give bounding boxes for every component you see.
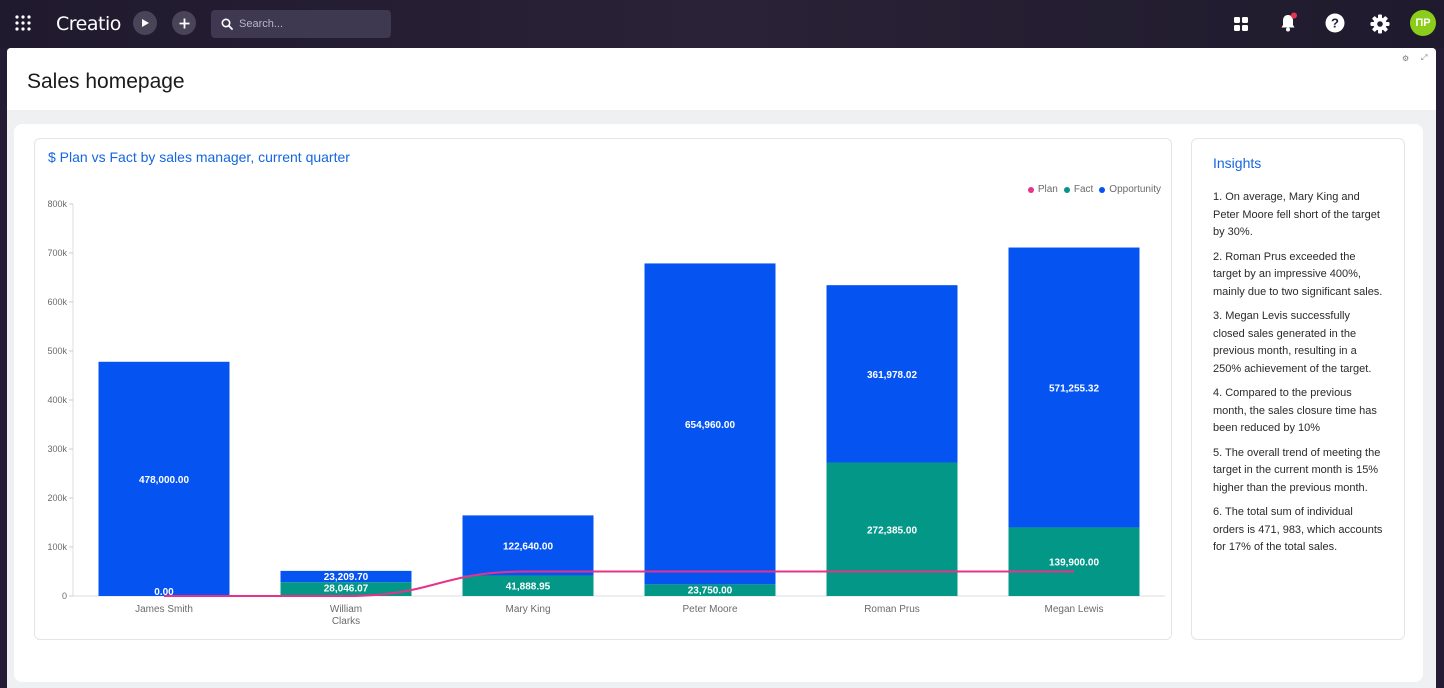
x-tick-label: Roman Prus <box>864 604 920 615</box>
legend-swatch-opportunity <box>1099 186 1106 193</box>
top-navigation-bar: Creatio ? <box>0 0 1444 48</box>
expand-icon[interactable]: ⤢ <box>1421 53 1428 62</box>
chart-legend: Plan Fact Opportunity <box>1027 184 1161 195</box>
legend-label-plan: Plan <box>1037 184 1058 195</box>
insight-item: 6. The total sum of individual orders is… <box>1213 506 1383 553</box>
legend-swatch-plan <box>1027 186 1034 193</box>
creatio-logo[interactable]: Creatio <box>56 13 121 35</box>
bar-fact[interactable] <box>644 584 776 596</box>
settings-button[interactable] <box>1368 12 1392 36</box>
data-label-fact: 28,046.07 <box>324 583 369 594</box>
data-label-fact: 0.00 <box>154 587 174 598</box>
y-tick-label: 500k <box>47 346 67 356</box>
y-tick-label: 700k <box>47 248 67 258</box>
help-button[interactable]: ? <box>1324 12 1346 34</box>
data-label-opportunity: 23,209.70 <box>324 572 369 583</box>
gear-icon <box>1370 14 1390 34</box>
search-input[interactable] <box>239 18 379 30</box>
data-label-fact: 139,900.00 <box>1049 558 1099 569</box>
help-icon: ? <box>1325 13 1345 33</box>
bar-opportunity[interactable] <box>462 515 594 576</box>
y-tick-label: 100k <box>47 542 67 552</box>
bar-opportunity[interactable] <box>644 263 776 585</box>
svg-text:?: ? <box>1331 16 1339 31</box>
insight-item: 4. Compared to the previous month, the s… <box>1213 387 1377 434</box>
insight-item: 5. The overall trend of meeting the targ… <box>1213 446 1381 494</box>
run-process-button[interactable] <box>133 11 157 35</box>
bar-opportunity[interactable] <box>826 285 958 463</box>
bar-fact[interactable] <box>280 582 412 596</box>
plan-line[interactable] <box>163 570 1074 597</box>
data-label-opportunity: 361,978.02 <box>867 370 917 381</box>
search-icon <box>221 18 233 30</box>
stacked-bar-chart: 0 100k 200k 300k 400k 500k 600k 700k 800k 478,000… <box>47 199 1165 627</box>
insight-item: 2. Roman Prus exceeded the target by an … <box>1213 250 1383 298</box>
legend-item-fact[interactable]: Fact <box>1063 184 1094 195</box>
insights-list: 1. On average, Mary King and Peter Moore… <box>1213 189 1383 564</box>
x-tick-label: Mary King <box>505 604 550 615</box>
x-tick-label: James Smith <box>135 604 193 615</box>
search-box[interactable] <box>211 10 391 38</box>
add-record-button[interactable] <box>172 11 196 35</box>
notifications-button[interactable] <box>1276 11 1300 35</box>
data-label-fact: 272,385.00 <box>867 525 917 536</box>
insights-widget: Insights 1. On average, Mary King and Pe… <box>1191 138 1405 640</box>
bar-opportunity[interactable] <box>280 570 412 583</box>
y-tick-label: 200k <box>47 493 67 503</box>
data-label-opportunity: 122,640.00 <box>503 541 553 552</box>
main-panel: Sales homepage ⚙ ⤢ $ Plan vs Fact by sal… <box>7 48 1436 688</box>
insight-item: 3. Megan Levis successfully closed sales… <box>1213 310 1372 375</box>
data-label-opportunity: 478,000.00 <box>139 475 189 486</box>
play-icon <box>142 19 149 27</box>
insight-item: 1. On average, Mary King and Peter Moore… <box>1213 191 1380 238</box>
y-tick-label: 600k <box>47 297 67 307</box>
data-label-opportunity: 571,255.32 <box>1049 383 1099 394</box>
page-title: Sales homepage <box>27 70 185 93</box>
x-tick-label: Megan Lewis <box>1045 604 1104 615</box>
y-tick-label: 0 <box>62 591 67 601</box>
widgets-icon[interactable] <box>1230 13 1252 35</box>
avatar[interactable]: ПР <box>1410 10 1436 36</box>
x-tick-label: Peter Moore <box>682 604 737 615</box>
y-tick-label: 800k <box>47 199 67 209</box>
notification-dot <box>1291 12 1297 19</box>
bar-fact[interactable] <box>462 575 594 596</box>
legend-item-opportunity[interactable]: Opportunity <box>1099 184 1161 195</box>
apps-grid-icon[interactable] <box>12 12 34 34</box>
y-tick-label: 400k <box>47 395 67 405</box>
legend-label-opportunity: Opportunity <box>1109 184 1161 195</box>
bar-fact[interactable] <box>1008 527 1140 596</box>
bar-opportunity[interactable] <box>1008 247 1140 528</box>
bell-icon <box>1281 12 1297 32</box>
data-label-fact: 41,888.95 <box>506 582 551 593</box>
dashboard-content: $ Plan vs Fact by sales manager, current… <box>14 124 1423 682</box>
page-header: Sales homepage ⚙ ⤢ <box>7 48 1436 110</box>
y-tick-label: 300k <box>47 444 67 454</box>
legend-label-fact: Fact <box>1073 184 1094 195</box>
bar-fact[interactable] <box>826 462 958 596</box>
data-label-opportunity: 654,960.00 <box>685 420 735 431</box>
chart-widget: $ Plan vs Fact by sales manager, current… <box>34 138 1172 640</box>
bar-opportunity[interactable] <box>98 361 230 596</box>
legend-item-plan[interactable]: Plan <box>1027 184 1058 195</box>
insights-title: Insights <box>1213 155 1262 171</box>
x-tick-label: William Clarks <box>330 604 362 627</box>
legend-swatch-fact <box>1063 186 1070 193</box>
page-settings-icon[interactable]: ⚙ <box>1402 54 1410 63</box>
data-label-fact: 23,750.00 <box>688 585 733 596</box>
chart-title: $ Plan vs Fact by sales manager, current… <box>48 149 350 165</box>
plus-icon <box>179 18 189 28</box>
